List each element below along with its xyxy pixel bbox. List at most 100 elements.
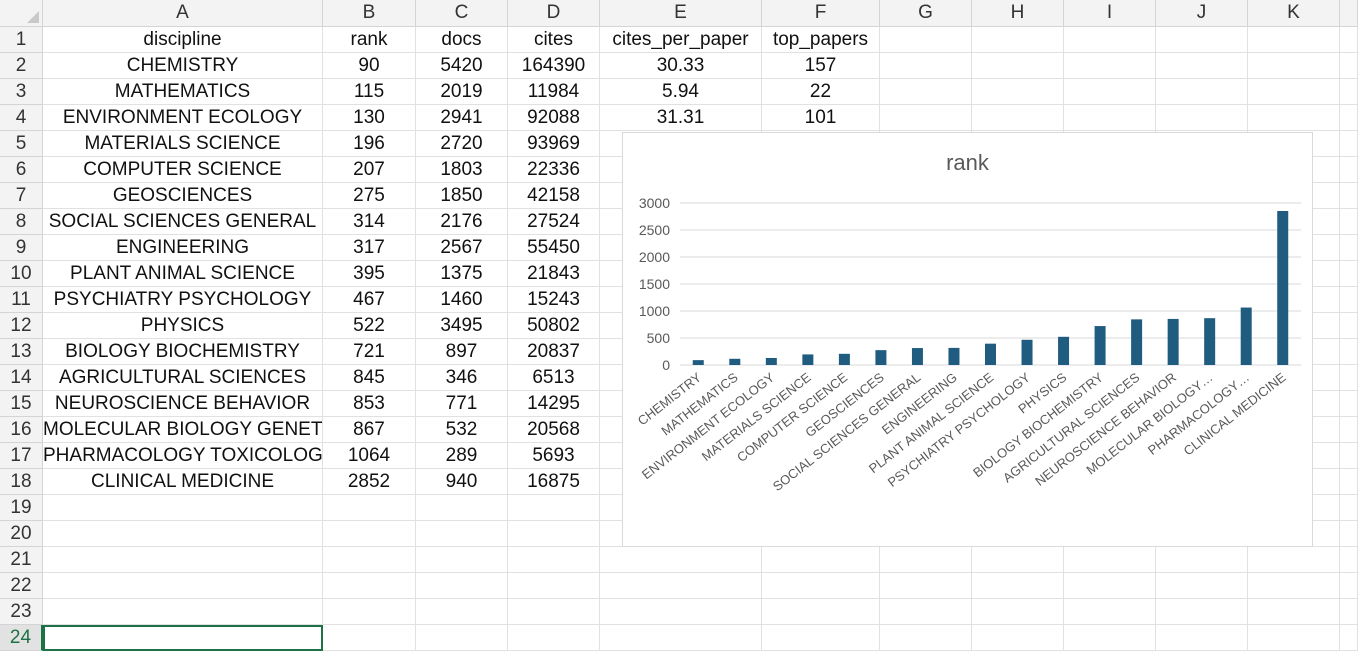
cell-overflow[interactable]	[1340, 599, 1358, 625]
cell-a4[interactable]: ENVIRONMENT ECOLOGY	[43, 105, 323, 131]
cell-overflow[interactable]	[1340, 339, 1358, 365]
cell-overflow[interactable]	[1340, 287, 1358, 313]
column-header-i[interactable]: I	[1064, 0, 1156, 27]
cell-f2[interactable]: 157	[762, 53, 880, 79]
cell-b23[interactable]	[323, 599, 416, 625]
cell-d3[interactable]: 11984	[508, 79, 600, 105]
cell-d11[interactable]: 15243	[508, 287, 600, 313]
cell-k22[interactable]	[1248, 573, 1340, 599]
cell-i1[interactable]	[1064, 27, 1156, 53]
row-header-16[interactable]: 16	[0, 417, 43, 443]
cell-g2[interactable]	[880, 53, 972, 79]
cell-a1[interactable]: discipline	[43, 27, 323, 53]
cell-d15[interactable]: 14295	[508, 391, 600, 417]
cell-i22[interactable]	[1064, 573, 1156, 599]
cell-a12[interactable]: PHYSICS	[43, 313, 323, 339]
cell-c17[interactable]: 289	[416, 443, 508, 469]
column-header-h[interactable]: H	[972, 0, 1064, 27]
rank-bar-chart[interactable]: rank 0 500 1000 1500 2000 2500 3000 CHEMISTRY MAT…	[622, 132, 1313, 547]
row-header-20[interactable]: 20	[0, 521, 43, 547]
cell-h2[interactable]	[972, 53, 1064, 79]
cell-j24[interactable]	[1156, 625, 1248, 651]
row-header-15[interactable]: 15	[0, 391, 43, 417]
cell-b9[interactable]: 317	[323, 235, 416, 261]
cell-h21[interactable]	[972, 547, 1064, 573]
cell-b10[interactable]: 395	[323, 261, 416, 287]
cell-g1[interactable]	[880, 27, 972, 53]
cell-a16[interactable]: MOLECULAR BIOLOGY GENETICS	[43, 417, 323, 443]
cell-a5[interactable]: MATERIALS SCIENCE	[43, 131, 323, 157]
cell-i4[interactable]	[1064, 105, 1156, 131]
cell-c8[interactable]: 2176	[416, 209, 508, 235]
cell-a6[interactable]: COMPUTER SCIENCE	[43, 157, 323, 183]
cell-g24[interactable]	[880, 625, 972, 651]
cell-overflow[interactable]	[1340, 495, 1358, 521]
cell-a7[interactable]: GEOSCIENCES	[43, 183, 323, 209]
cell-d7[interactable]: 42158	[508, 183, 600, 209]
cell-h22[interactable]	[972, 573, 1064, 599]
cell-a13[interactable]: BIOLOGY BIOCHEMISTRY	[43, 339, 323, 365]
cell-a17[interactable]: PHARMACOLOGY TOXICOLOGY	[43, 443, 323, 469]
cell-i23[interactable]	[1064, 599, 1156, 625]
cell-a11[interactable]: PSYCHIATRY PSYCHOLOGY	[43, 287, 323, 313]
cell-a8[interactable]: SOCIAL SCIENCES GENERAL	[43, 209, 323, 235]
cell-f23[interactable]	[762, 599, 880, 625]
cell-a23[interactable]	[43, 599, 323, 625]
cell-i2[interactable]	[1064, 53, 1156, 79]
cell-a10[interactable]: PLANT ANIMAL SCIENCE	[43, 261, 323, 287]
cell-b7[interactable]: 275	[323, 183, 416, 209]
cell-e24[interactable]	[600, 625, 762, 651]
column-header-c[interactable]: C	[416, 0, 508, 27]
cell-k1[interactable]	[1248, 27, 1340, 53]
cell-a14[interactable]: AGRICULTURAL SCIENCES	[43, 365, 323, 391]
cell-c18[interactable]: 940	[416, 469, 508, 495]
cell-k21[interactable]	[1248, 547, 1340, 573]
row-header-9[interactable]: 9	[0, 235, 43, 261]
cell-d20[interactable]	[508, 521, 600, 547]
cell-j4[interactable]	[1156, 105, 1248, 131]
cell-c16[interactable]: 532	[416, 417, 508, 443]
row-header-5[interactable]: 5	[0, 131, 43, 157]
cell-overflow[interactable]	[1340, 313, 1358, 339]
select-all-corner[interactable]	[0, 0, 43, 27]
cell-a15[interactable]: NEUROSCIENCE BEHAVIOR	[43, 391, 323, 417]
row-header-3[interactable]: 3	[0, 79, 43, 105]
cell-e4[interactable]: 31.31	[600, 105, 762, 131]
cell-b24[interactable]	[323, 625, 416, 651]
cell-d16[interactable]: 20568	[508, 417, 600, 443]
column-header-j[interactable]: J	[1156, 0, 1248, 27]
cell-f21[interactable]	[762, 547, 880, 573]
cell-j2[interactable]	[1156, 53, 1248, 79]
cell-d14[interactable]: 6513	[508, 365, 600, 391]
row-header-12[interactable]: 12	[0, 313, 43, 339]
cell-d4[interactable]: 92088	[508, 105, 600, 131]
column-header-g[interactable]: G	[880, 0, 972, 27]
cell-b22[interactable]	[323, 573, 416, 599]
cell-c2[interactable]: 5420	[416, 53, 508, 79]
cell-j3[interactable]	[1156, 79, 1248, 105]
cell-c1[interactable]: docs	[416, 27, 508, 53]
cell-b13[interactable]: 721	[323, 339, 416, 365]
cell-d5[interactable]: 93969	[508, 131, 600, 157]
cell-f4[interactable]: 101	[762, 105, 880, 131]
cell-e22[interactable]	[600, 573, 762, 599]
cell-d9[interactable]: 55450	[508, 235, 600, 261]
cell-d10[interactable]: 21843	[508, 261, 600, 287]
cell-b8[interactable]: 314	[323, 209, 416, 235]
cell-h23[interactable]	[972, 599, 1064, 625]
cell-c9[interactable]: 2567	[416, 235, 508, 261]
cell-b15[interactable]: 853	[323, 391, 416, 417]
cell-overflow[interactable]	[1340, 157, 1358, 183]
cell-d21[interactable]	[508, 547, 600, 573]
cell-c19[interactable]	[416, 495, 508, 521]
cell-b12[interactable]: 522	[323, 313, 416, 339]
cell-d23[interactable]	[508, 599, 600, 625]
cell-overflow[interactable]	[1340, 79, 1358, 105]
cell-d13[interactable]: 20837	[508, 339, 600, 365]
cell-d2[interactable]: 164390	[508, 53, 600, 79]
row-header-1[interactable]: 1	[0, 27, 43, 53]
cell-j1[interactable]	[1156, 27, 1248, 53]
cell-d1[interactable]: cites	[508, 27, 600, 53]
cell-overflow[interactable]	[1340, 27, 1358, 53]
cell-f22[interactable]	[762, 573, 880, 599]
